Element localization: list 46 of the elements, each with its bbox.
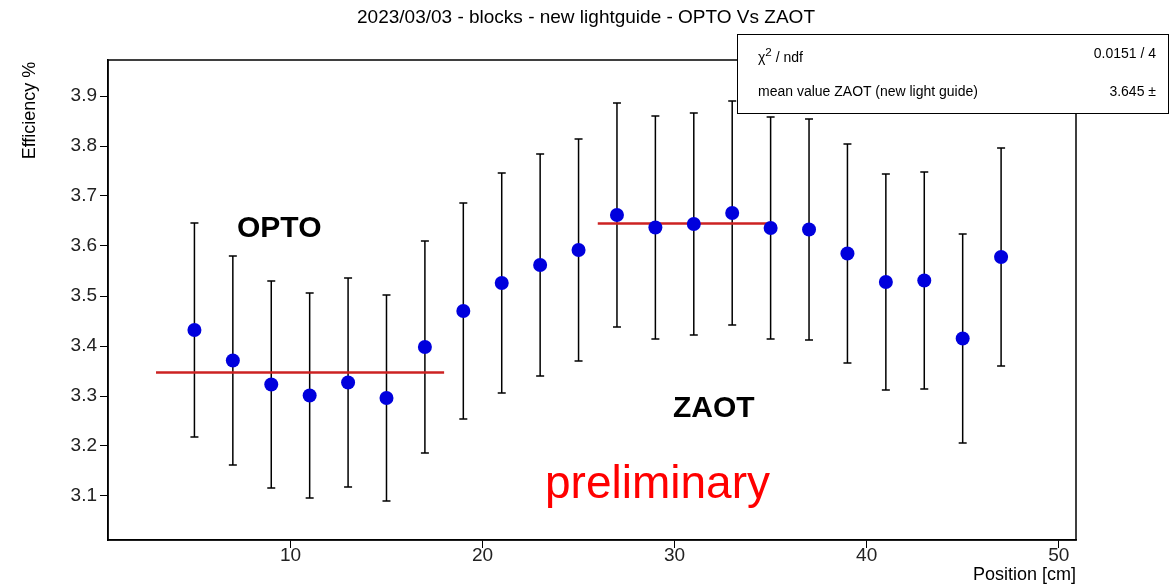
y-axis-title: Efficiency % xyxy=(19,61,41,159)
point xyxy=(264,377,279,392)
y-tick-label: 3.5 xyxy=(70,284,97,306)
x-tick-label: 30 xyxy=(664,543,686,565)
y-tick-label: 3.1 xyxy=(70,484,97,506)
point xyxy=(648,220,663,235)
y-tick-label: 3.2 xyxy=(70,434,97,456)
x-tick-label: 20 xyxy=(471,543,494,565)
x-tick-label: 10 xyxy=(279,543,302,565)
point xyxy=(417,340,432,354)
annotation: OPTO xyxy=(237,210,322,244)
annotation: preliminary xyxy=(545,455,770,509)
annotation: χ$^{2}$ / ndf xyxy=(758,45,803,65)
point xyxy=(494,276,509,290)
text: 0.0151 / 4 xyxy=(1093,45,1156,61)
point xyxy=(802,222,817,237)
point xyxy=(341,375,356,390)
point xyxy=(225,353,240,368)
y-tick-label: 3.9 xyxy=(70,84,97,106)
chart-title: 2023/03/03 - blocks - new lightguide - OPTO Vs ZAOT xyxy=(356,6,816,28)
x-tick-label: 50 xyxy=(1048,543,1070,565)
point xyxy=(725,206,740,220)
y-tick-label: 3.8 xyxy=(70,134,97,156)
point xyxy=(379,391,394,405)
point xyxy=(302,388,317,403)
text: 3.645 ± xyxy=(1109,83,1156,99)
x-tick-label: 40 xyxy=(856,543,878,565)
point xyxy=(686,217,701,231)
point xyxy=(917,273,932,288)
point xyxy=(571,243,586,257)
annotation: ZAOT xyxy=(673,390,755,424)
point xyxy=(763,221,778,235)
y-tick-label: 3.7 xyxy=(70,184,97,206)
point xyxy=(187,323,202,337)
point xyxy=(533,258,548,272)
point xyxy=(994,250,1009,264)
point xyxy=(955,331,970,346)
point xyxy=(456,304,471,318)
point xyxy=(840,246,855,261)
y-tick-label: 3.3 xyxy=(70,384,97,406)
y-tick-label: 3.4 xyxy=(70,334,98,356)
point xyxy=(878,275,893,289)
y-tick-label: 3.6 xyxy=(70,234,97,256)
x-axis-title: Position [cm] xyxy=(972,564,1076,584)
point xyxy=(609,208,624,222)
annotation: mean value ZAOT (new light guide) xyxy=(758,83,978,99)
